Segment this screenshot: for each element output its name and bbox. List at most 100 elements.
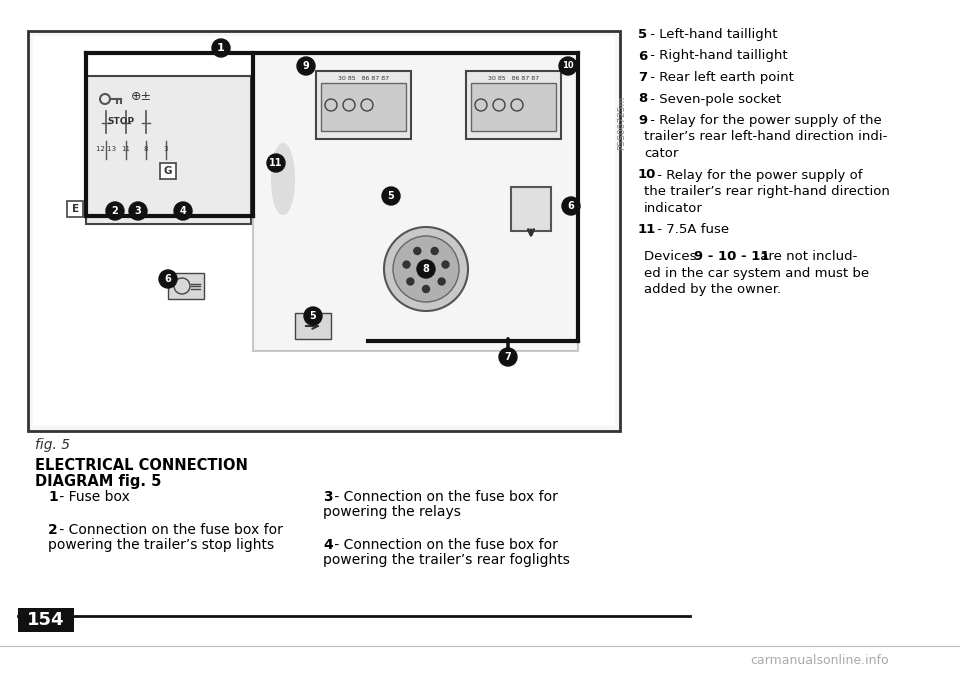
Text: 3: 3: [164, 146, 168, 152]
Text: ed in the car system and must be: ed in the car system and must be: [644, 267, 869, 280]
Text: fig. 5: fig. 5: [35, 438, 70, 452]
Text: - 7.5A fuse: - 7.5A fuse: [653, 223, 730, 236]
Bar: [295, 313, 331, 339]
Bar: [321, 83, 406, 131]
Circle shape: [106, 202, 124, 220]
Circle shape: [559, 57, 577, 75]
Bar: [168, 273, 204, 299]
Circle shape: [212, 39, 230, 57]
Circle shape: [499, 348, 517, 366]
Text: powering the trailer’s stop lights: powering the trailer’s stop lights: [48, 538, 275, 552]
Circle shape: [562, 197, 580, 215]
Text: - Left-hand taillight: - Left-hand taillight: [645, 28, 777, 41]
Circle shape: [384, 227, 468, 311]
Bar: [160, 163, 176, 179]
Circle shape: [403, 261, 410, 268]
Text: 9: 9: [638, 114, 647, 127]
Text: are not includ-: are not includ-: [756, 251, 857, 264]
Text: - Relay for the power supply of the: - Relay for the power supply of the: [645, 114, 881, 127]
Circle shape: [431, 247, 438, 254]
Text: powering the relays: powering the relays: [323, 505, 461, 519]
Bar: [253, 53, 578, 351]
Circle shape: [407, 278, 414, 285]
Text: 8: 8: [638, 93, 647, 105]
Circle shape: [422, 266, 429, 272]
Text: 3: 3: [323, 490, 332, 504]
Bar: [316, 71, 411, 139]
Text: - Rear left earth point: - Rear left earth point: [645, 71, 793, 84]
Text: - Connection on the fuse box for: - Connection on the fuse box for: [55, 523, 283, 537]
Circle shape: [442, 261, 449, 268]
Text: 11: 11: [638, 223, 657, 236]
Text: 154: 154: [27, 611, 64, 629]
Text: - Connection on the fuse box for: - Connection on the fuse box for: [330, 490, 558, 504]
Text: 4: 4: [180, 206, 186, 216]
Text: added by the owner.: added by the owner.: [644, 283, 781, 297]
Text: ELECTRICAL CONNECTION: ELECTRICAL CONNECTION: [35, 458, 248, 473]
Circle shape: [267, 154, 285, 172]
Text: - Fuse box: - Fuse box: [55, 490, 130, 504]
Text: 2: 2: [48, 523, 58, 537]
Text: 2: 2: [111, 206, 118, 216]
Text: 4: 4: [323, 538, 333, 552]
Text: 12 13: 12 13: [96, 146, 116, 152]
Text: 6: 6: [567, 201, 574, 211]
Text: 1: 1: [217, 43, 225, 53]
Bar: [67, 201, 83, 217]
Bar: [86, 76, 251, 224]
Circle shape: [417, 260, 435, 278]
Text: 1: 1: [48, 490, 58, 504]
Text: - Seven-pole socket: - Seven-pole socket: [645, 93, 780, 105]
Text: - Relay for the power supply of: - Relay for the power supply of: [653, 168, 862, 181]
Text: 5: 5: [388, 191, 395, 201]
Text: carmanualsonline.info: carmanualsonline.info: [751, 654, 889, 667]
Circle shape: [304, 307, 322, 325]
Bar: [18, 608, 74, 632]
Text: 8: 8: [144, 146, 148, 152]
Text: 8: 8: [422, 264, 429, 274]
Circle shape: [297, 57, 315, 75]
Text: 6: 6: [164, 274, 172, 284]
Text: E: E: [72, 204, 80, 214]
Bar: [33, 36, 615, 426]
Bar: [28, 31, 620, 431]
Text: 10: 10: [563, 62, 574, 70]
Text: 9: 9: [302, 61, 309, 71]
Text: 11: 11: [269, 158, 283, 168]
Text: - Connection on the fuse box for: - Connection on the fuse box for: [330, 538, 558, 552]
Text: Devices: Devices: [644, 251, 701, 264]
Circle shape: [174, 202, 192, 220]
Text: 3: 3: [134, 206, 141, 216]
Text: P5S00725m: P5S00725m: [617, 96, 627, 150]
Ellipse shape: [272, 144, 294, 214]
Text: 9 - 10 - 11: 9 - 10 - 11: [694, 251, 770, 264]
Text: G: G: [164, 166, 172, 176]
Circle shape: [438, 278, 445, 285]
Circle shape: [129, 202, 147, 220]
Text: - Right-hand taillight: - Right-hand taillight: [645, 49, 787, 62]
Bar: [466, 71, 561, 139]
Text: 7: 7: [638, 71, 647, 84]
Text: 5: 5: [310, 311, 317, 321]
Bar: [471, 83, 556, 131]
Text: 30 85   86 87 87: 30 85 86 87 87: [488, 76, 540, 82]
Circle shape: [422, 285, 429, 293]
Bar: [511, 187, 551, 231]
Circle shape: [393, 236, 459, 302]
Text: STOP: STOP: [108, 116, 134, 126]
Text: 7: 7: [505, 352, 512, 362]
Circle shape: [159, 270, 177, 288]
Text: DIAGRAM fig. 5: DIAGRAM fig. 5: [35, 474, 161, 489]
Text: 5: 5: [638, 28, 647, 41]
Text: cator: cator: [644, 147, 679, 160]
Text: indicator: indicator: [644, 201, 703, 214]
Text: 30 85   86 87 87: 30 85 86 87 87: [338, 76, 389, 82]
Circle shape: [382, 187, 400, 205]
Text: trailer’s rear left-hand direction indi-: trailer’s rear left-hand direction indi-: [644, 130, 887, 143]
Circle shape: [414, 247, 420, 254]
Text: 11: 11: [122, 146, 131, 152]
Text: 6: 6: [638, 49, 647, 62]
Text: ⊕±: ⊕±: [131, 89, 152, 103]
Text: powering the trailer’s rear foglights: powering the trailer’s rear foglights: [323, 553, 570, 567]
Text: 10: 10: [638, 168, 657, 181]
